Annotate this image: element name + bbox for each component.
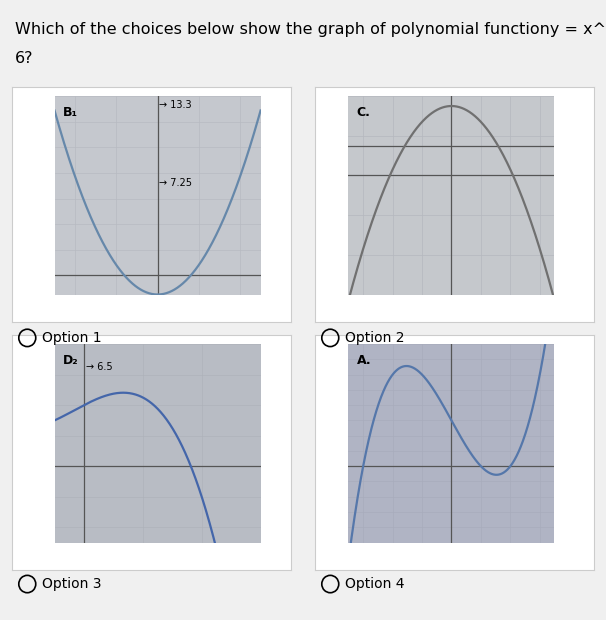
Text: C.: C. bbox=[357, 106, 370, 119]
Text: Which of the choices below show the graph of polynomial functiony = x^3 – 7x +: Which of the choices below show the grap… bbox=[15, 22, 606, 37]
Text: → 7.25: → 7.25 bbox=[159, 177, 191, 187]
Text: Option 2: Option 2 bbox=[345, 331, 405, 345]
Text: → 13.3: → 13.3 bbox=[159, 100, 191, 110]
Text: 6?: 6? bbox=[15, 51, 34, 66]
Text: Option 3: Option 3 bbox=[42, 577, 102, 591]
Text: A.: A. bbox=[357, 354, 371, 367]
Text: B₁: B₁ bbox=[63, 106, 78, 119]
Text: → 6.5: → 6.5 bbox=[85, 362, 112, 372]
Text: Option 1: Option 1 bbox=[42, 331, 102, 345]
Text: Option 4: Option 4 bbox=[345, 577, 405, 591]
Text: D₂: D₂ bbox=[63, 354, 78, 367]
